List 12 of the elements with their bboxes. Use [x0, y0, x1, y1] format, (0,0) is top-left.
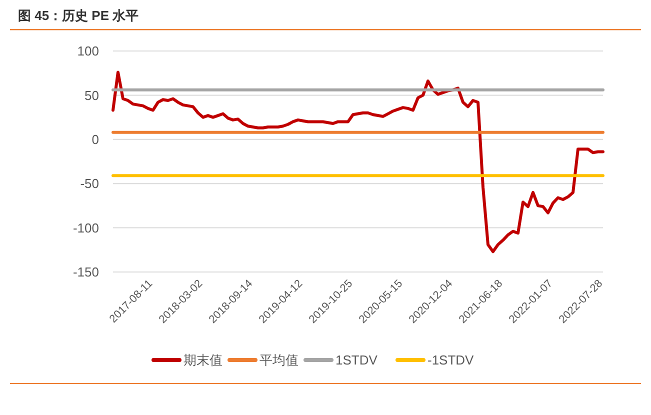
y-tick-label: 0: [92, 132, 99, 147]
y-tick-label: -100: [72, 220, 99, 236]
legend-label: 1STDV: [336, 352, 378, 368]
legend-label: 期末值: [184, 352, 222, 368]
legend-label: 平均值: [260, 352, 298, 368]
y-tick-label: -50: [80, 176, 99, 192]
legend-label: -1STDV: [428, 352, 474, 368]
y-tick-label: -150: [72, 264, 99, 280]
chart-title: 图 45：历史 PE 水平: [18, 8, 139, 23]
line-series: [112, 70, 604, 254]
y-tick-label: 50: [84, 88, 99, 103]
y-tick-label: 100: [77, 44, 99, 59]
